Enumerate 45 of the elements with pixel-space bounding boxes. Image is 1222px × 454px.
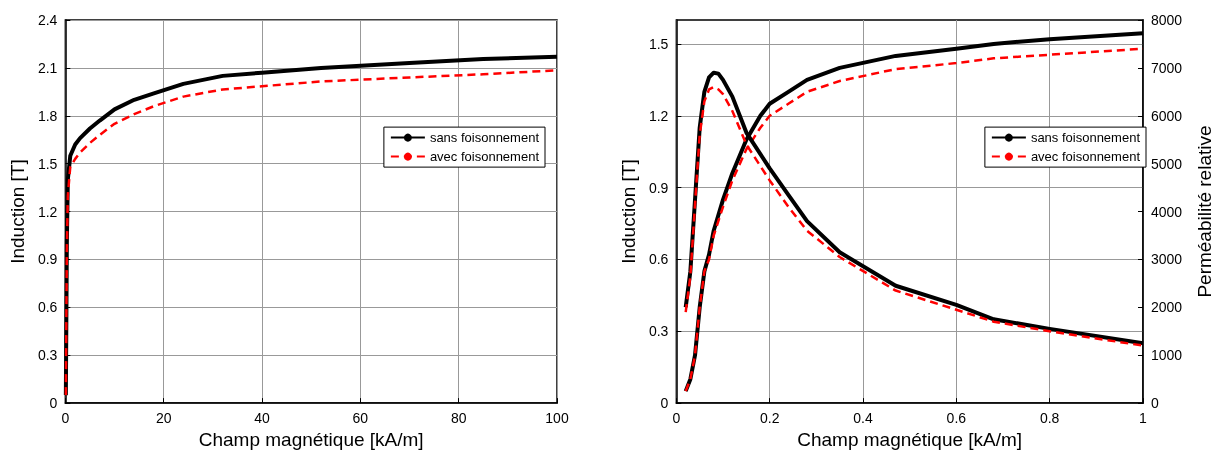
legend-label: avec foisonnement (429, 149, 540, 165)
y-tick-label: 1.5 (37, 155, 58, 172)
x-axis-title: Champ magnétique [kA/m] (198, 429, 424, 450)
x-tick-label: 0.8 (1039, 410, 1060, 427)
y-tick-label: 2.1 (37, 59, 58, 76)
y-tick-label: 2.4 (37, 12, 58, 28)
x-tick-label: 0 (672, 410, 681, 427)
y2-tick-label: 1000 (1151, 347, 1183, 364)
x-tick-label: 1 (1139, 410, 1148, 427)
y-tick-label: 1.2 (648, 107, 669, 124)
x-tick-label: 100 (545, 410, 569, 427)
x-tick-label: 40 (254, 410, 271, 427)
y2-tick-label: 0 (1151, 395, 1159, 412)
legend-label: avec foisonnement (1030, 149, 1141, 165)
x-tick-label: 0 (61, 410, 70, 427)
y-tick-label: 0 (660, 395, 669, 412)
y-tick-label: 0.9 (37, 251, 58, 268)
y2-tick-label: 8000 (1151, 12, 1183, 28)
y2-axis-title: Perméabilité relative (1194, 125, 1215, 298)
legend-label: sans foisonnement (1030, 130, 1141, 146)
y-tick-label: 0.6 (37, 299, 58, 316)
x-tick-label: 0.6 (946, 410, 967, 427)
y2-tick-label: 2000 (1151, 299, 1183, 316)
y-tick-label: 0.3 (37, 347, 58, 364)
y-tick-label: 1.2 (37, 203, 58, 220)
y-axis-title: Induction [T] (618, 159, 639, 264)
y2-tick-label: 7000 (1151, 59, 1183, 76)
x-tick-label: 60 (352, 410, 369, 427)
x-tick-label: 20 (155, 410, 172, 427)
legend-label: sans foisonnement (429, 130, 540, 146)
y2-tick-label: 3000 (1151, 251, 1183, 268)
y-tick-label: 1.5 (648, 35, 669, 52)
y-tick-label: 0.3 (648, 323, 669, 340)
y2-tick-label: 6000 (1151, 107, 1183, 124)
y2-tick-label: 5000 (1151, 155, 1183, 172)
y2-tick-label: 4000 (1151, 203, 1183, 220)
y-tick-label: 0.9 (648, 179, 669, 196)
x-tick-label: 80 (450, 410, 467, 427)
y-axis-title: Induction [T] (7, 159, 28, 264)
x-axis-title: Champ magnétique [kA/m] (797, 429, 1023, 450)
x-tick-label: 0.4 (853, 410, 873, 427)
y-tick-label: 0.6 (648, 251, 669, 268)
x-tick-label: 0.2 (759, 410, 780, 427)
y-tick-label: 0 (49, 395, 58, 412)
y-tick-label: 1.8 (37, 107, 58, 124)
